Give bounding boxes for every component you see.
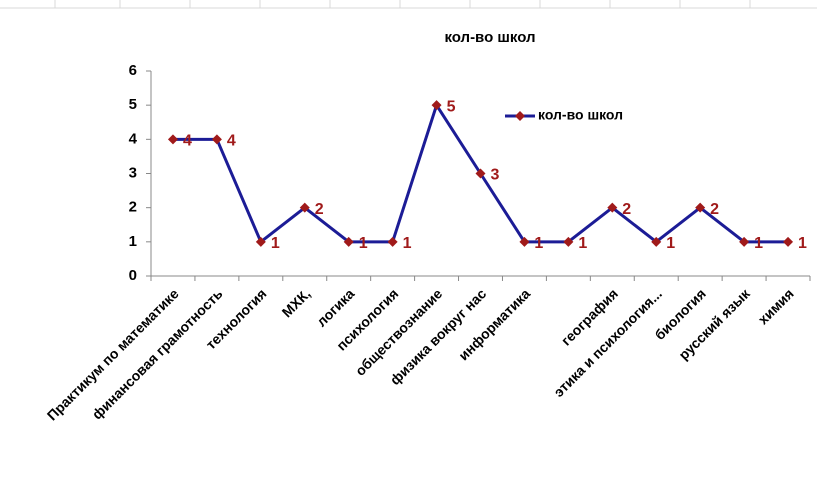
chart-title: кол-во школ — [444, 29, 535, 46]
marker — [343, 236, 354, 247]
x-tick-label: химия — [755, 285, 797, 327]
data-label: 1 — [359, 235, 368, 252]
x-tick-label: МХК, — [279, 285, 314, 320]
y-tick-label: 5 — [129, 96, 137, 113]
data-label: 1 — [403, 235, 412, 252]
y-tick-label: 4 — [129, 130, 138, 147]
marker — [387, 236, 398, 247]
marker — [475, 168, 486, 179]
marker — [563, 236, 574, 247]
data-label: 2 — [622, 201, 631, 218]
marker — [167, 134, 178, 145]
legend-marker — [515, 111, 525, 121]
y-tick-label: 1 — [129, 233, 137, 250]
data-label: 1 — [754, 235, 763, 252]
marker — [651, 236, 662, 247]
x-tick-label: логика — [313, 285, 357, 329]
legend-label: кол-во школ — [538, 107, 623, 123]
marker — [739, 236, 750, 247]
y-tick-label: 6 — [129, 62, 137, 79]
data-label: 2 — [315, 201, 324, 218]
data-label: 1 — [578, 235, 587, 252]
marker — [519, 236, 530, 247]
y-tick-label: 0 — [129, 267, 137, 284]
data-label: 4 — [227, 133, 236, 150]
data-label: 4 — [183, 133, 192, 150]
data-label: 2 — [710, 201, 719, 218]
data-label: 1 — [534, 235, 543, 252]
marker — [695, 202, 706, 213]
marker — [607, 202, 618, 213]
y-tick-label: 3 — [129, 164, 137, 181]
data-label: 3 — [491, 167, 500, 184]
data-label: 1 — [271, 235, 280, 252]
marker — [255, 236, 266, 247]
marker — [431, 100, 442, 111]
data-label: 5 — [447, 98, 456, 115]
marker — [211, 134, 222, 145]
marker — [783, 236, 794, 247]
sheet-gridlines — [0, 0, 817, 9]
data-label: 1 — [666, 235, 675, 252]
data-label: 1 — [798, 235, 807, 252]
marker — [299, 202, 310, 213]
y-tick-label: 2 — [129, 199, 137, 216]
